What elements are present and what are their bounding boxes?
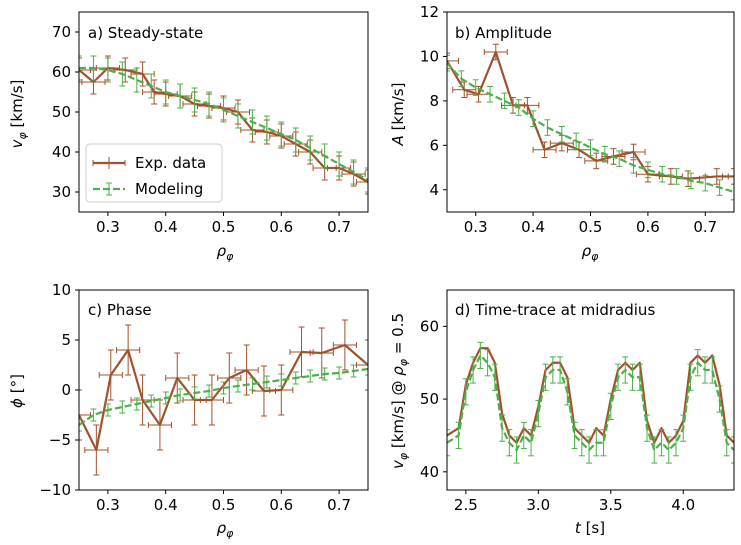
panel-phase: ρφ ϕ [°] 0.3 0.4 0.5 0.6 0.7 −10 −5 0 5 10 c) Phas…: [8, 281, 369, 540]
x-tick-label: 0.6: [269, 496, 293, 514]
series-exp-data: [447, 43, 734, 187]
y-tick-label: 4: [429, 181, 439, 199]
plot-area: [79, 319, 368, 476]
plot-area: [447, 341, 734, 464]
x-tick-label: 0.3: [464, 218, 488, 236]
series-line: [447, 50, 734, 180]
x-tick-label: 0.5: [212, 218, 236, 236]
series-line: [447, 354, 734, 452]
series-modeling: [447, 341, 734, 464]
series-modeling: [447, 54, 734, 201]
series-modeling: [79, 55, 368, 193]
y-tick-label: 5: [61, 331, 71, 349]
series-modeling: [79, 362, 368, 432]
x-tick-label: 0.4: [154, 496, 178, 514]
x-axis-title: t [s]: [575, 519, 605, 537]
y-tick-label: 12: [420, 3, 439, 21]
x-tick-label: 0.4: [154, 218, 178, 236]
y-axis-title: vφ [km/s]: [8, 80, 29, 149]
x-tick-label: 0.4: [521, 218, 545, 236]
y-tick-label: 30: [52, 183, 71, 201]
y-tick-label: 50: [420, 390, 439, 408]
legend: Exp. data Modeling: [85, 143, 223, 203]
y-tick-label: 40: [420, 463, 439, 481]
panel-title: d) Time-trace at midradius: [455, 301, 655, 319]
series-exp-data: [447, 347, 734, 444]
y-tick-label: 70: [52, 23, 71, 41]
series-line: [447, 347, 734, 444]
y-tick-label: −10: [39, 481, 71, 499]
y-tick-label: 50: [52, 103, 71, 121]
x-tick-label: 4.0: [671, 496, 695, 514]
panel-title: c) Phase: [88, 301, 152, 319]
y-tick-label: 40: [52, 143, 71, 161]
y-axis-title: vφ [km/s] @ ρφ = 0.5: [389, 313, 410, 469]
x-tick-label: 0.5: [212, 496, 236, 514]
series-exp-data: [79, 319, 368, 476]
x-tick-label: 3.5: [599, 496, 623, 514]
legend-label-model: Modeling: [135, 180, 203, 198]
x-tick-label: 0.5: [579, 218, 603, 236]
y-tick-label: 6: [429, 136, 439, 154]
series-line: [79, 343, 368, 452]
plot-area: [79, 55, 368, 195]
x-tick-label: 2.5: [454, 496, 478, 514]
y-tick-label: 60: [420, 317, 439, 335]
y-axis-title: ϕ [°]: [8, 374, 26, 408]
x-tick-label: 0.6: [636, 218, 660, 236]
panel-amplitude: ρφ A [km/s] 0.3 0.4 0.5 0.6 0.7 4 6 8 10 12 b) Amp…: [389, 3, 735, 263]
x-tick-label: 3.0: [526, 496, 550, 514]
y-tick-label: 10: [52, 281, 71, 299]
panel-title: b) Amplitude: [455, 24, 552, 42]
y-tick-label: −5: [49, 431, 71, 449]
y-tick-label: 0: [61, 381, 71, 399]
legend-marker-exp: [92, 157, 126, 169]
x-tick-label: 0.7: [693, 218, 717, 236]
series-line: [79, 367, 368, 426]
y-tick-label: 8: [429, 92, 439, 110]
series-line: [79, 66, 368, 181]
panel-title: a) Steady-state: [88, 24, 203, 42]
y-tick-label: 60: [52, 63, 71, 81]
y-axis-title: A [km/s]: [389, 83, 407, 147]
legend-marker-model: [93, 182, 125, 196]
panel-steady-state: ρφ vφ [km/s] 0.3 0.4 0.5 0.6 0.7 30 40 50 60 70 a)…: [8, 11, 369, 263]
axes-frame: [446, 289, 735, 491]
x-tick-label: 0.3: [96, 496, 120, 514]
legend-box: [85, 143, 223, 203]
x-axis-title: ρφ: [217, 242, 235, 263]
x-tick-label: 0.7: [327, 218, 351, 236]
x-tick-label: 0.7: [327, 496, 351, 514]
y-tick-label: 10: [420, 47, 439, 65]
x-axis-title: ρφ: [582, 242, 600, 263]
plot-area: [447, 43, 734, 201]
x-tick-label: 0.6: [269, 218, 293, 236]
x-tick-label: 0.3: [96, 218, 120, 236]
panel-time-trace: t [s] vφ [km/s] @ ρφ = 0.5 2.5 3.0 3.5 4.0 4…: [389, 289, 735, 537]
x-axis-title: ρφ: [217, 519, 235, 540]
legend-label-exp: Exp. data: [135, 154, 206, 172]
